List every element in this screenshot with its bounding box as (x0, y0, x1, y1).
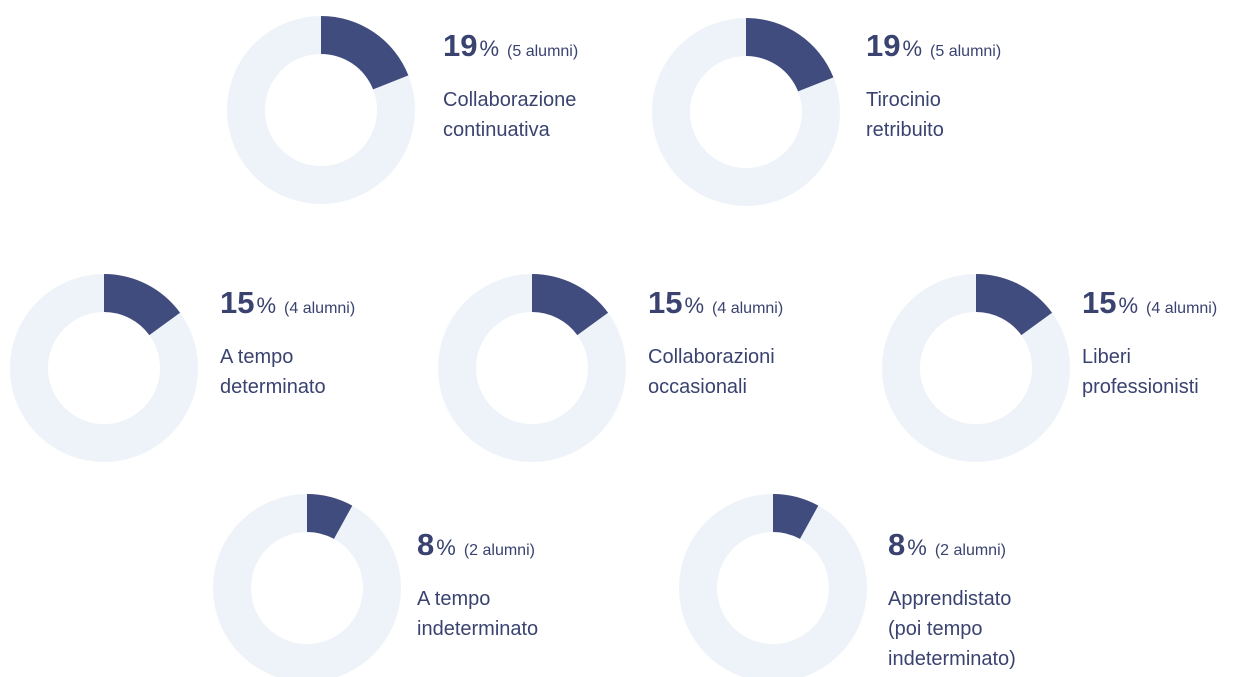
donut-segment (307, 494, 353, 539)
category-label: (poi tempo (888, 618, 983, 640)
category-label: indeterminato) (888, 648, 1016, 670)
headline: 8% (2 alumni) (888, 527, 1006, 562)
category-label: occasionali (648, 376, 747, 398)
donut-card: 8% (2 alumni) A tempo indeterminato (213, 494, 538, 677)
count-label: (4 alumni) (284, 300, 355, 317)
count-label: (4 alumni) (1146, 300, 1217, 317)
category-label: Tirocinio (866, 89, 941, 111)
count-label: (5 alumni) (930, 43, 1001, 60)
percent-unit: % (684, 293, 704, 318)
category-label: retribuito (866, 119, 944, 141)
count-label: (2 alumni) (935, 542, 1006, 559)
count-label: (5 alumni) (507, 43, 578, 60)
donut-segment (746, 18, 834, 92)
category-label: Collaborazioni (648, 346, 775, 368)
percent-value: 8 (417, 527, 434, 562)
headline: 15% (4 alumni) (220, 285, 355, 320)
category-label: A tempo (417, 588, 490, 610)
percent-unit: % (1118, 293, 1138, 318)
percent-value: 15 (220, 285, 254, 320)
percent-unit: % (907, 535, 927, 560)
percent-unit: % (436, 535, 456, 560)
donut-segment (321, 16, 409, 90)
donut-card: 15% (4 alumni) A tempo determinato (10, 274, 355, 462)
donut-segment (976, 274, 1053, 336)
donut-track (679, 494, 867, 677)
headline: 19% (5 alumni) (443, 28, 578, 63)
category-label: indeterminato (417, 618, 538, 640)
donut-card: 15% (4 alumni) Collaborazioni occasionali (438, 274, 783, 462)
percent-value: 19 (443, 28, 477, 63)
category-label: professionisti (1082, 376, 1199, 398)
count-label: (2 alumni) (464, 542, 535, 559)
donut-card: 15% (4 alumni) Liberi professionisti (882, 274, 1217, 462)
donut-card: 19% (5 alumni) Tirocinio retribuito (652, 18, 1001, 206)
category-label: continuativa (443, 119, 551, 141)
percent-value: 8 (888, 527, 905, 562)
donut-track (213, 494, 401, 677)
count-label: (4 alumni) (712, 300, 783, 317)
headline: 15% (4 alumni) (648, 285, 783, 320)
percent-unit: % (902, 36, 922, 61)
category-label: determinato (220, 376, 326, 398)
category-label: Collaborazione (443, 89, 576, 111)
donut-card: 8% (2 alumni) Apprendistato (poi tempo indet… (679, 494, 1016, 677)
category-label: Liberi (1082, 346, 1131, 368)
donut-segment (104, 274, 181, 336)
percent-unit: % (256, 293, 276, 318)
headline: 15% (4 alumni) (1082, 285, 1217, 320)
category-label: Apprendistato (888, 588, 1011, 610)
donut-card: 19% (5 alumni) Collaborazione continuativa (227, 16, 578, 204)
donut-segment (532, 274, 609, 336)
donut-segment (773, 494, 819, 539)
percent-value: 15 (648, 285, 682, 320)
headline: 8% (2 alumni) (417, 527, 535, 562)
percent-value: 19 (866, 28, 900, 63)
headline: 19% (5 alumni) (866, 28, 1001, 63)
percent-unit: % (479, 36, 499, 61)
category-label: A tempo (220, 346, 293, 368)
percent-value: 15 (1082, 285, 1116, 320)
